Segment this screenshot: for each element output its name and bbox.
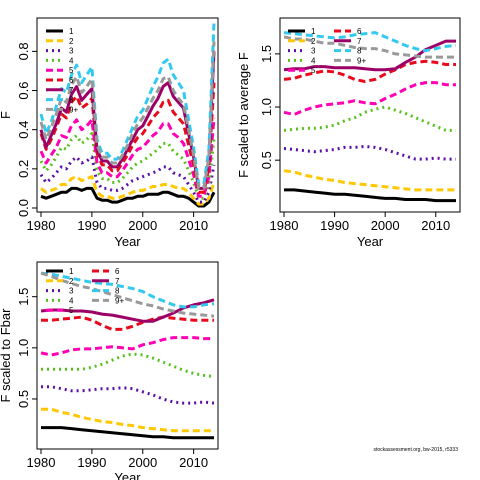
x-tick-label: 2000 xyxy=(128,218,157,233)
plot-frame xyxy=(36,17,219,213)
x-tick-label: 1980 xyxy=(27,218,56,233)
chart-panel-f: 1980 1990 2000 2010 0.0 0.2 0.4 0.6 0.8 F Year 1234… xyxy=(0,17,219,249)
y-tick-label: 1.5 xyxy=(259,45,274,63)
series-line-age-3 xyxy=(41,385,215,405)
series-line-age-7 xyxy=(39,51,216,190)
legend-label: 6 xyxy=(69,76,74,85)
series-line-age-2 xyxy=(41,407,214,433)
y-tick-label: 1.0 xyxy=(259,98,274,116)
legend-label: 7 xyxy=(115,277,120,286)
series-line-age-2 xyxy=(40,175,216,206)
legend-label: 8 xyxy=(357,47,362,56)
legend-label: 5 xyxy=(311,66,316,75)
x-tick-label: 1990 xyxy=(77,455,106,470)
series-line-age-5 xyxy=(283,81,456,116)
series-line-age-3 xyxy=(39,155,216,204)
legend-label: 3 xyxy=(69,47,74,56)
series-line-age-3 xyxy=(283,144,456,161)
legend-label: 2 xyxy=(311,37,316,46)
y-axis-label: F scaled to Fbar xyxy=(0,308,13,403)
legend-label: 3 xyxy=(69,287,74,296)
series-line-age-4 xyxy=(41,352,215,378)
legend-label: 1 xyxy=(69,267,74,276)
series-line-age-5 xyxy=(39,117,216,198)
legend-label: 1 xyxy=(311,27,316,36)
legend-label: 6 xyxy=(357,27,362,36)
legend-label: 9+ xyxy=(115,296,124,305)
series-line-age-2 xyxy=(283,169,456,192)
legend-label: 5 xyxy=(69,306,74,315)
x-tick-label: 2010 xyxy=(179,218,208,233)
x-tick-label: 1990 xyxy=(77,218,106,233)
series-line-age-8 xyxy=(40,271,215,309)
series-line-age-9plus xyxy=(40,271,215,318)
x-tick-label: 2000 xyxy=(371,218,400,233)
plot-frame xyxy=(279,17,461,213)
legend-label: 9+ xyxy=(357,56,366,65)
y-tick-label: 0.4 xyxy=(16,121,31,139)
legend-label: 8 xyxy=(115,287,120,296)
legend-label: 4 xyxy=(69,296,74,305)
x-tick-label: 1990 xyxy=(320,218,349,233)
y-axis-label: F scaled to average F xyxy=(236,52,251,178)
chart-panel-f-scaled-fbar: 1980 1990 2000 2010 0.5 1.0 1.5F scaled to Fba… xyxy=(0,261,219,480)
legend-label: 4 xyxy=(69,56,74,65)
y-tick-label: 1.5 xyxy=(16,288,31,306)
series-line-age-9plus xyxy=(283,35,456,59)
x-tick-label: 2010 xyxy=(421,218,450,233)
x-tick-label: 2000 xyxy=(128,455,157,470)
x-tick-label: 2010 xyxy=(179,455,208,470)
series-line-age-8 xyxy=(283,31,457,53)
series-line-age-9plus xyxy=(39,41,216,190)
series-line-age-1 xyxy=(284,188,456,203)
y-tick-label: 1.0 xyxy=(16,339,31,357)
series-line-age-6 xyxy=(283,59,456,83)
series-line-age-7 xyxy=(283,39,456,72)
series-line-age-6 xyxy=(41,315,214,331)
series-line-age-1 xyxy=(41,426,214,440)
y-tick-label: 0.2 xyxy=(16,160,31,178)
chart-panel-f-scaled-average: 1980 1990 2000 2010 0.5 1.0 1.5 F scaled to ave… xyxy=(236,17,461,249)
credit-text: stockassessment.org, bw-2015, r5333 xyxy=(374,447,459,453)
x-axis-label: Year xyxy=(114,234,141,249)
x-tick-label: 1980 xyxy=(27,455,56,470)
legend-label: 7 xyxy=(69,86,74,95)
legend-label: 4 xyxy=(311,56,316,65)
y-tick-label: 0.0 xyxy=(16,199,31,217)
series-line-age-6 xyxy=(39,82,216,194)
y-tick-label: 0.8 xyxy=(16,42,31,60)
y-tick-label: 0.5 xyxy=(259,151,274,169)
y-axis-label: F xyxy=(0,111,13,119)
x-axis-label: Year xyxy=(357,234,384,249)
series-line-age-8 xyxy=(39,21,216,186)
legend-label: 7 xyxy=(357,37,362,46)
legend-label: 2 xyxy=(69,277,74,286)
series-line-age-1 xyxy=(40,186,216,208)
legend-label: 9+ xyxy=(69,105,78,114)
series-line-age-4 xyxy=(39,132,216,200)
legend-label: 8 xyxy=(69,96,74,105)
series-line-age-5 xyxy=(40,336,214,357)
y-tick-label: 0.6 xyxy=(16,81,31,99)
series-line-age-4 xyxy=(283,105,456,132)
legend-label: 1 xyxy=(69,27,74,36)
legend-label: 5 xyxy=(69,66,74,75)
plot-frame xyxy=(36,261,219,450)
legend-label: 2 xyxy=(69,37,74,46)
x-tick-label: 1980 xyxy=(270,218,299,233)
x-axis-label: Year xyxy=(114,470,141,480)
legend-label: 3 xyxy=(311,47,316,56)
legend-label: 6 xyxy=(115,267,120,276)
y-tick-label: 0.5 xyxy=(16,390,31,408)
